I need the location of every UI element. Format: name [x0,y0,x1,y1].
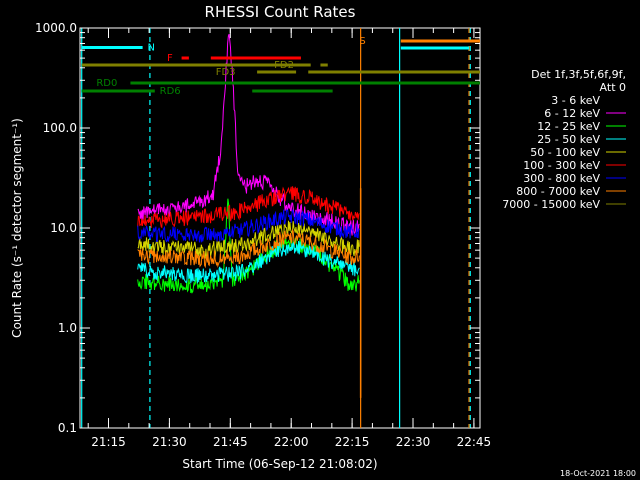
x-tick-label: 22:00 [274,435,309,449]
series-line [137,240,360,284]
legend-entry-label: 6 - 12 keV [544,107,600,120]
y-tick-label: 1.0 [58,321,77,335]
x-tick-label: 22:30 [396,435,431,449]
x-tick-label: 21:30 [152,435,187,449]
y-tick-label: 10.0 [50,221,77,235]
flag-label: RD6 [160,86,181,97]
x-tick-label: 21:15 [91,435,126,449]
chart-title: RHESSI Count Rates [205,3,356,21]
legend-header: Det 1f,3f,5f,6f,9f, [531,68,626,81]
y-tick-label: 0.1 [58,421,77,435]
flag-label: FD2 [274,60,294,71]
x-tick-label: 22:15 [335,435,370,449]
legend-entry-label: 800 - 7000 keV [516,185,600,198]
flag-label: FD3 [216,67,236,78]
legend-entry-label: 50 - 100 keV [530,146,600,159]
legend-entry-label: 100 - 300 keV [523,159,600,172]
legend-entry-label: 7000 - 15000 keV [502,198,600,211]
flag-label: S [359,36,365,47]
flag-label: F [167,53,173,64]
timestamp: 18-Oct-2021 18:00 [560,469,636,478]
series-layer [137,33,362,398]
series-line [137,228,360,269]
y-tick-label: 100.0 [43,121,77,135]
flag-bars: N F FD2 FD3 RD0 RD6 S [81,36,480,97]
legend-header: Att 0 [600,81,626,94]
series-line [137,209,360,243]
series-line [137,186,360,229]
y-axis-label: Count Rate (s⁻¹ detector segment⁻¹) [10,118,24,338]
legend-entry-label: 3 - 6 keV [551,94,600,107]
flag-label: N [147,43,154,54]
x-tick-label: 22:45 [457,435,492,449]
series-line [137,33,360,236]
x-axis-label: Start Time (06-Sep-12 21:08:02) [182,457,377,471]
axes: 0.1 1.0 10.0 100.0 1000.0 21:15 21:30 21:45 22:0… [35,21,491,449]
series-line [137,220,360,259]
flag-label: RD0 [96,78,117,89]
legend-entry-label: 25 - 50 keV [537,133,600,146]
x-tick-label: 21:45 [213,435,248,449]
legend-entry-label: 12 - 25 keV [537,120,600,133]
legend-entry-label: 300 - 800 keV [523,172,600,185]
y-tick-label: 1000.0 [35,21,77,35]
